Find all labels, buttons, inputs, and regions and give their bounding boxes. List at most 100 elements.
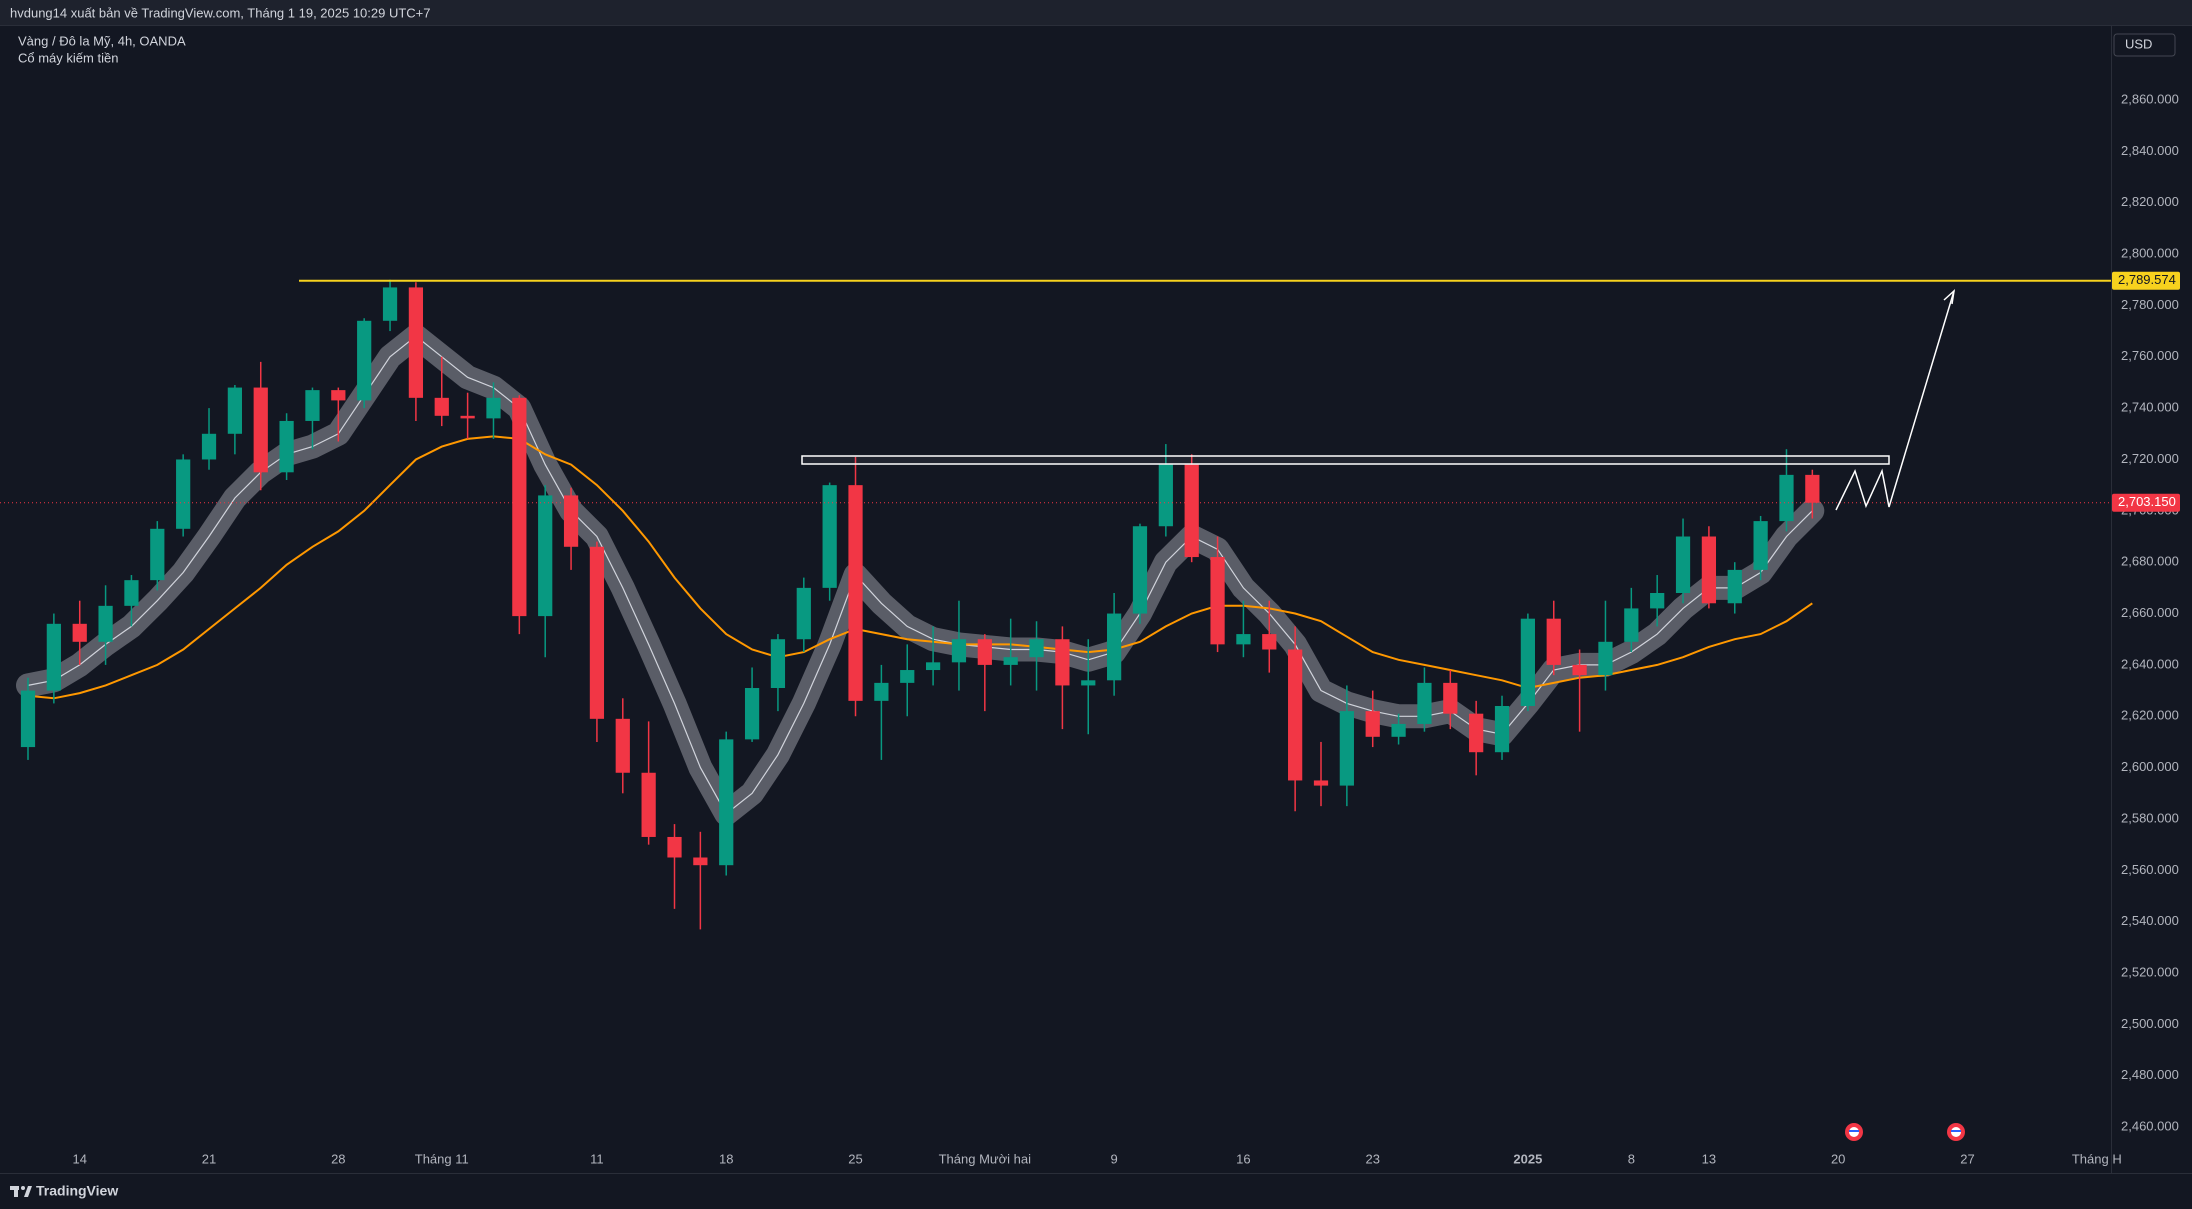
candle-body [150,528,165,581]
x-tick-label: 27 [1960,1151,1974,1166]
candle-body [227,387,242,434]
candle-body [1572,664,1587,676]
candle-body [331,390,346,401]
candle-body [641,772,656,837]
candle-body [176,459,191,529]
x-tick-label: 13 [1702,1151,1716,1166]
x-tick-label: 2025 [1513,1151,1542,1166]
y-tick-label: 2,560.000 [2121,862,2179,877]
currency-button[interactable] [2113,33,2176,57]
indicator-legend: Cổ máy kiếm tiền [18,50,118,65]
x-tick-label: 9 [1111,1151,1118,1166]
candle-body [589,546,605,719]
candle-body [460,415,475,419]
y-tick-label: 2,580.000 [2121,810,2179,825]
band-center-line [27,335,1813,815]
x-tick-label: Tháng H [2072,1151,2122,1166]
candle-body [1779,474,1794,522]
level-price-label: 2,789.574 [2118,272,2176,287]
x-tick-label: 23 [1365,1151,1379,1166]
last-price-label: 2,703.150 [2118,494,2176,509]
candle-body [977,639,992,665]
candle-body [874,682,889,701]
candle-body [124,580,139,606]
level-price-box [2112,271,2180,290]
y-tick-label: 2,820.000 [2121,194,2179,209]
y-tick-label: 2,860.000 [2121,91,2179,106]
candle-body [1313,780,1329,786]
publisher-text: hvdung14 xuất bản về TradingView.com, Th… [10,5,431,20]
candle-body [951,639,967,663]
y-tick-label: 2,740.000 [2121,400,2179,415]
event-flag[interactable] [1947,1123,1965,1141]
x-tick-label: 16 [1236,1151,1250,1166]
last-price-box [2112,493,2180,512]
x-tick-label: 18 [719,1151,733,1166]
candle-body [1236,634,1251,645]
event-flag[interactable] [1845,1123,1863,1141]
candle-body [253,387,268,473]
candle-body [1391,723,1406,737]
y-tick-label: 2,660.000 [2121,605,2179,620]
candle-body [770,639,786,689]
candle-body [693,857,708,866]
y-tick-label: 2,620.000 [2121,708,2179,723]
plot-area [0,279,2111,930]
candle-body [1624,608,1639,642]
candle-body [305,390,320,421]
projection-path [1835,290,1955,511]
x-tick-label: Tháng 11 [415,1151,469,1166]
x-tick-label: Tháng Mười hai [939,1151,1031,1166]
candle-body [1701,536,1717,604]
candle-body [1107,613,1122,681]
candle-body [667,836,682,858]
candle-body [1132,526,1148,614]
moving-average-line [27,435,1813,700]
candle-body [1417,682,1432,724]
candle-body [512,397,527,617]
candle-body [848,485,863,701]
candle-body [1469,713,1484,753]
y-tick-label: 2,500.000 [2121,1016,2179,1031]
candle-body [382,287,398,321]
x-tick-label: 28 [331,1151,345,1166]
candle-body [357,320,372,401]
candle-body [201,433,217,460]
candle-body [1055,639,1070,686]
y-tick-label: 2,680.000 [2121,554,2179,569]
x-tick-label: 14 [72,1151,86,1166]
resistance-zone [801,455,1890,465]
candle-body [1158,464,1173,527]
brand-logo [10,1186,32,1197]
candle-body [279,420,294,473]
y-tick-label: 2,800.000 [2121,245,2179,260]
candle-body [1753,521,1768,570]
candle-body [1288,649,1303,781]
candle-body [486,397,501,419]
candle-body [46,623,61,691]
candle-body [1598,641,1613,676]
candle-body [20,690,36,748]
candle-body [538,495,553,617]
candle-body [1184,464,1199,558]
candle-body [1650,593,1665,609]
x-tick-label: 21 [202,1151,216,1166]
candle-body [1443,682,1458,714]
candle-body [822,485,837,588]
candle-body [796,587,811,640]
candle-body [1081,680,1096,686]
candle-body [563,495,579,547]
candle-body [1339,711,1354,786]
candle-body [1805,474,1820,503]
y-tick-label: 2,640.000 [2121,656,2179,671]
y-tick-label: 2,520.000 [2121,964,2179,979]
brand-name: TradingView [36,1183,118,1199]
candle-body [1546,618,1561,665]
candle-body [408,287,424,398]
candle-body [1029,639,1044,658]
candle-body [434,397,449,416]
symbol-legend: Vàng / Đô la Mỹ, 4h, OANDA [18,33,186,48]
